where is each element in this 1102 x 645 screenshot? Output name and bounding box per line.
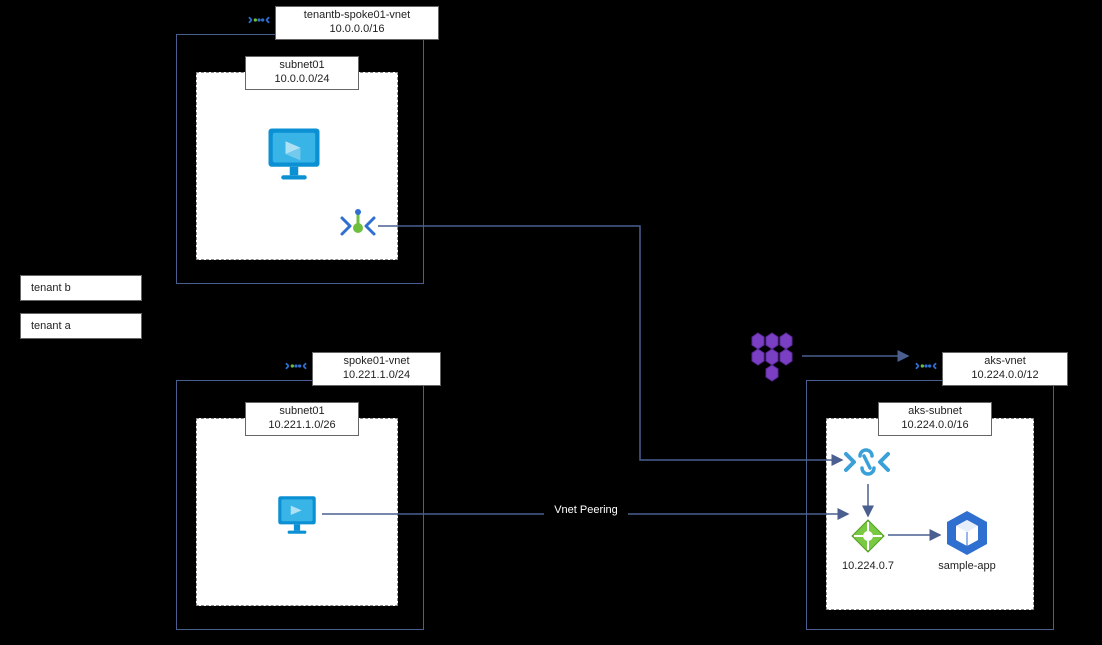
- label-aks-vnet: aks-vnet 10.224.0.0/12: [942, 352, 1068, 386]
- label-sample-app: sample-app: [932, 560, 1002, 572]
- app-icon: [942, 508, 992, 558]
- subnet-cidr: 10.224.0.0/16: [885, 419, 985, 433]
- vnet-title: spoke01-vnet: [319, 355, 434, 369]
- label-tenantb-spoke01-vnet: tenantb-spoke01-vnet 10.0.0.0/16: [275, 6, 439, 40]
- subnet-title: aks-subnet: [885, 405, 985, 419]
- label-lb-ip: 10.224.0.7: [836, 560, 900, 572]
- vm-icon: [260, 120, 328, 188]
- label-aks-subnet: aks-subnet 10.224.0.0/16: [878, 402, 992, 436]
- subnet-cidr: 10.0.0.0/24: [252, 73, 352, 87]
- vnet-icon: [248, 9, 270, 31]
- vnet-title: aks-vnet: [949, 355, 1061, 369]
- label-endpoint-ip: 10.0.0.5: [330, 248, 380, 260]
- subnet-title: subnet01: [252, 59, 352, 73]
- label-tenant-b: tenant b: [20, 275, 142, 301]
- subnet-cidr: 10.221.1.0/26: [252, 419, 352, 433]
- vm-icon: [272, 490, 322, 540]
- vnet-icon: [285, 355, 307, 377]
- load-balancer-icon: [850, 518, 886, 554]
- label-vnet-peering: Vnet Peering: [544, 504, 628, 516]
- label-spoke01-subnet01: subnet01 10.221.1.0/26: [245, 402, 359, 436]
- label-tenantb-subnet01: subnet01 10.0.0.0/24: [245, 56, 359, 90]
- private-endpoint-icon: [338, 206, 378, 246]
- vnet-cidr: 10.0.0.0/16: [282, 23, 432, 37]
- private-link-service-icon: [844, 442, 890, 482]
- vnet-title: tenantb-spoke01-vnet: [282, 9, 432, 23]
- vnet-cidr: 10.224.0.0/12: [949, 369, 1061, 383]
- vnet-cidr: 10.221.1.0/24: [319, 369, 434, 383]
- aks-cluster-icon: [742, 329, 802, 385]
- diagram-canvas: tenant b tenant a tenantb-spoke01-vnet 1…: [0, 0, 1102, 645]
- subnet-title: subnet01: [252, 405, 352, 419]
- vnet-icon: [915, 355, 937, 377]
- label-spoke01-vnet: spoke01-vnet 10.221.1.0/24: [312, 352, 441, 386]
- label-tenant-a: tenant a: [20, 313, 142, 339]
